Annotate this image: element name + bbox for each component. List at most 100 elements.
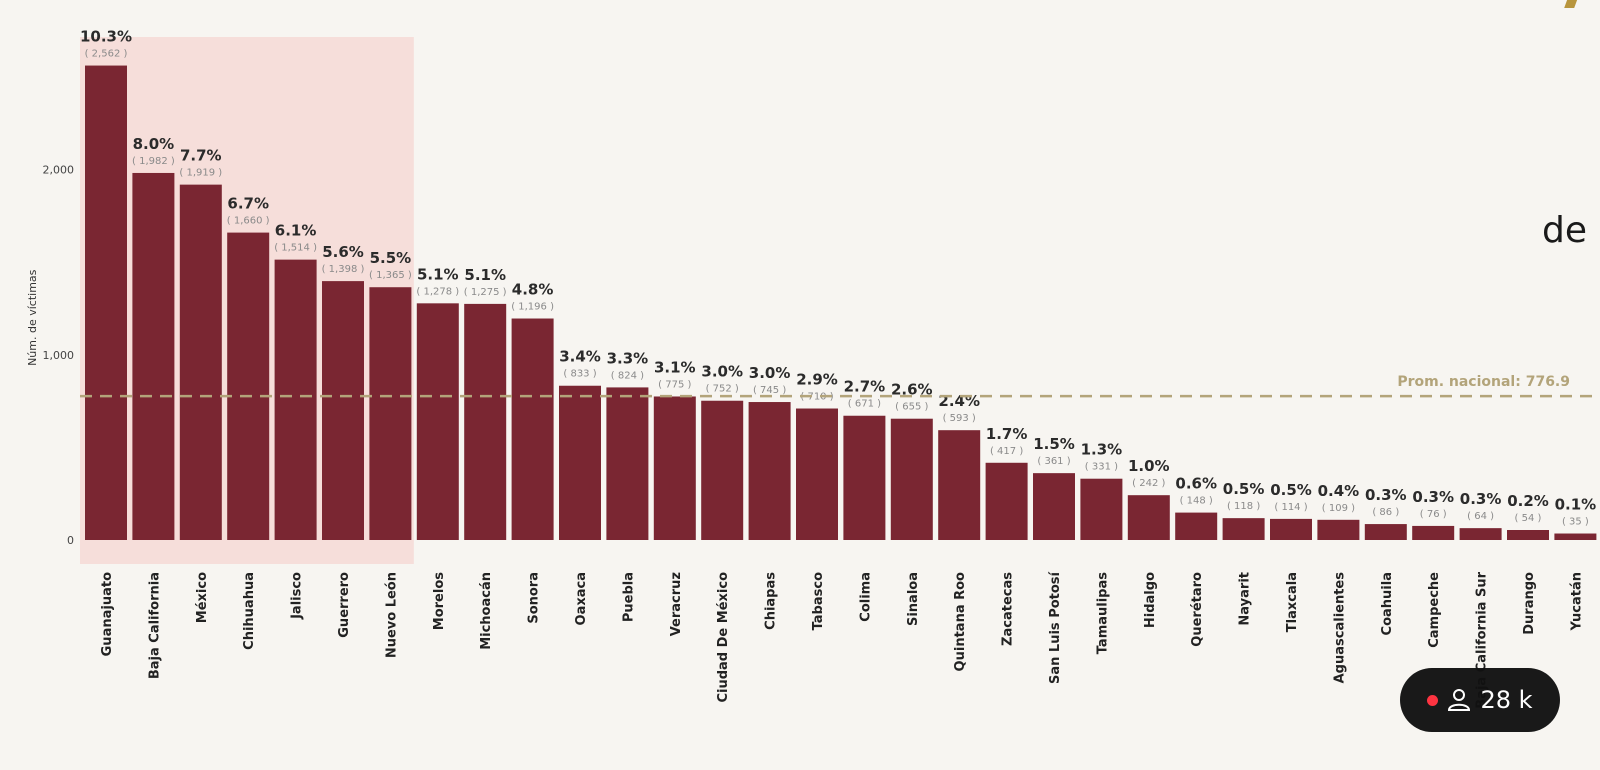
bar-percent-label: 2.7% — [844, 378, 886, 396]
bar — [701, 400, 744, 540]
bar-count-label: ( 1,398 ) — [322, 264, 365, 275]
bar-percent-label: 3.3% — [607, 349, 649, 367]
bar — [985, 462, 1028, 540]
x-category-label: Yucatán — [1569, 572, 1584, 631]
bar-percent-label: 8.0% — [133, 135, 175, 153]
bar-percent-label: 3.1% — [654, 358, 696, 376]
bar — [1127, 495, 1170, 540]
bar-count-label: ( 2,562 ) — [85, 49, 128, 60]
x-category-label: Oaxaca — [574, 572, 589, 625]
y-axis-label: Núm. de víctimas — [26, 269, 39, 366]
x-category-label: Sonora — [527, 572, 542, 624]
side-text: de — [1542, 210, 1587, 251]
bar-percent-label: 3.0% — [749, 364, 791, 382]
x-category-label: México — [195, 572, 210, 623]
bar-percent-label: 5.6% — [322, 243, 364, 261]
bar-percent-label: 2.9% — [796, 371, 838, 389]
bar-count-label: ( 417 ) — [990, 446, 1023, 457]
x-category-label: Baja California — [147, 572, 162, 679]
bar-percent-label: 0.3% — [1460, 490, 1502, 508]
x-category-label: Michoacán — [479, 572, 494, 650]
bar-count-label: ( 1,982 ) — [132, 156, 175, 167]
bar-percent-label: 4.8% — [512, 281, 554, 299]
bar-percent-label: 1.5% — [1033, 435, 1075, 453]
x-category-label: Nuevo León — [384, 572, 399, 658]
bar — [322, 281, 364, 540]
bar-count-label: ( 109 ) — [1322, 503, 1355, 514]
bar-percent-label: 10.3% — [80, 28, 132, 46]
bar-count-label: ( 118 ) — [1227, 501, 1260, 512]
bar — [1270, 518, 1312, 540]
bar-count-label: ( 593 ) — [943, 413, 976, 424]
x-category-label: Quintana Roo — [953, 572, 968, 671]
national-average: Prom. nacional: 776.9 — [80, 374, 1598, 398]
bar-count-label: ( 1,365 ) — [369, 270, 412, 281]
bar-percent-label: 0.2% — [1507, 492, 1549, 510]
y-tick-label: 0 — [67, 534, 74, 547]
bar — [132, 172, 175, 541]
bar-count-label: ( 775 ) — [658, 379, 691, 390]
x-category-label: Zacatecas — [1001, 572, 1016, 646]
bar — [369, 287, 412, 540]
bar-percent-label: 0.6% — [1175, 475, 1217, 493]
bar — [464, 303, 507, 540]
bar-percent-label: 0.4% — [1318, 482, 1360, 500]
bar-count-label: ( 361 ) — [1037, 456, 1070, 467]
bar-count-label: ( 331 ) — [1085, 462, 1118, 473]
bar — [890, 418, 933, 540]
bar — [416, 303, 459, 540]
bar — [653, 396, 696, 540]
bar-percent-label: 6.1% — [275, 222, 317, 240]
x-category-label: San Luis Potosí — [1048, 570, 1063, 684]
x-category-label: Hidalgo — [1143, 572, 1158, 628]
y-axis: Núm. de víctimas 0 1,000 2,000 — [26, 164, 74, 547]
bar-percent-label: 0.5% — [1223, 480, 1265, 498]
bar-count-label: ( 710 ) — [800, 392, 833, 403]
bar-count-label: ( 824 ) — [611, 370, 644, 381]
x-category-label: Colima — [858, 572, 873, 622]
bar-percent-label: 1.0% — [1128, 457, 1170, 475]
bar — [559, 385, 601, 540]
bar-count-label: ( 64 ) — [1467, 511, 1494, 522]
bar — [1175, 512, 1218, 540]
x-category-label: Morelos — [432, 572, 447, 630]
x-category-label: Veracruz — [669, 572, 684, 636]
viewer-count: 28 k — [1480, 686, 1533, 714]
bar-count-label: ( 148 ) — [1180, 496, 1213, 507]
x-category-label: Durango — [1522, 572, 1537, 635]
bar — [1222, 518, 1265, 540]
x-category-label: Nayarit — [1238, 572, 1253, 626]
bar-percent-label: 1.7% — [986, 425, 1028, 443]
x-category-label: Guerrero — [337, 572, 352, 638]
bar-percent-label: 0.3% — [1412, 488, 1454, 506]
x-category-label: Sinaloa — [906, 572, 921, 626]
bar — [179, 184, 222, 540]
bar-percent-label: 0.3% — [1365, 486, 1407, 504]
bar-percent-label: 5.5% — [370, 249, 412, 267]
bar-percent-label: 0.1% — [1555, 496, 1597, 514]
bar-percent-label: 3.4% — [559, 348, 601, 366]
bar-count-label: ( 76 ) — [1420, 509, 1447, 520]
bar — [1554, 533, 1597, 540]
x-category-label: Tamaulipas — [1095, 572, 1110, 655]
bar — [1080, 478, 1123, 540]
x-category-label: Tabasco — [811, 572, 826, 630]
live-viewers-badge[interactable]: 28 k — [1400, 668, 1560, 732]
bar — [227, 232, 270, 540]
x-category-label: Coahuila — [1380, 572, 1395, 635]
bar-count-label: ( 54 ) — [1515, 513, 1542, 524]
x-category-label: Guanajuato — [100, 572, 115, 656]
bar — [843, 415, 886, 540]
bar — [511, 318, 554, 540]
x-category-label: Chiapas — [764, 572, 779, 630]
bar-count-label: ( 1,514 ) — [274, 243, 317, 254]
bar-percent-label: 5.1% — [464, 266, 506, 284]
bar — [938, 430, 981, 540]
live-dot-icon — [1427, 694, 1439, 706]
bar-percent-label: 6.7% — [227, 195, 269, 213]
bar-count-label: ( 752 ) — [706, 384, 739, 395]
bar-count-label: ( 1,196 ) — [511, 302, 554, 313]
x-category-label: Chihuahua — [242, 572, 257, 650]
person-icon — [1448, 689, 1471, 711]
